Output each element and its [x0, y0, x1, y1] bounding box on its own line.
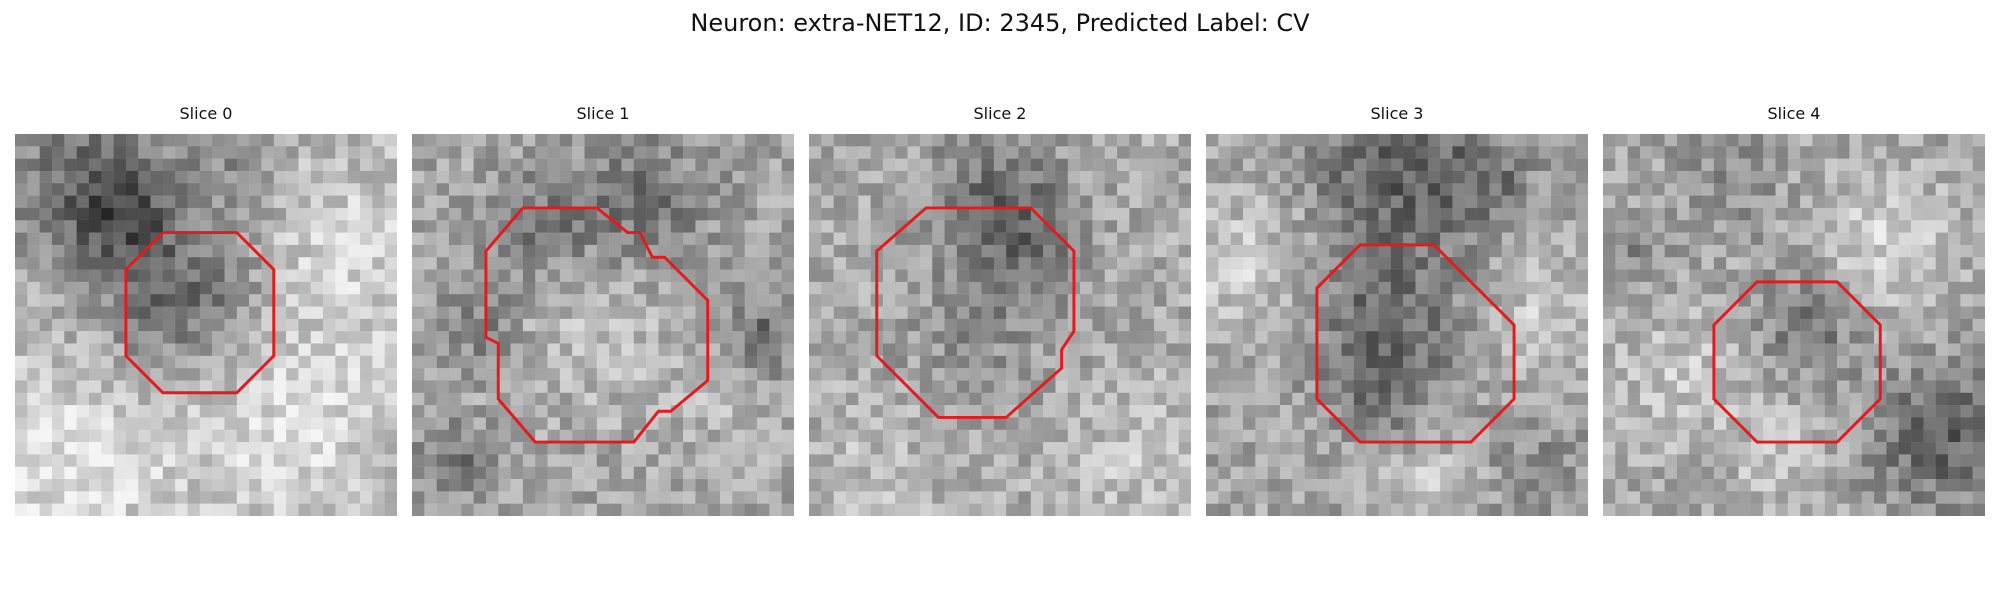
- slice-image-2: [809, 134, 1191, 516]
- slice-title-4: Slice 4: [1767, 104, 1821, 123]
- slice-title-0: Slice 0: [179, 104, 233, 123]
- slice-title-3: Slice 3: [1370, 104, 1424, 123]
- slice-title-1: Slice 1: [576, 104, 630, 123]
- slice-image-4: [1603, 134, 1985, 516]
- slice-title-2: Slice 2: [973, 104, 1027, 123]
- roi-outline-3: [1315, 243, 1516, 444]
- slice-image-0: [15, 134, 397, 516]
- slice-image-1: [412, 134, 794, 516]
- roi-outline-4: [1712, 280, 1882, 444]
- roi-outline-1: [484, 206, 710, 444]
- roi-outline-2: [875, 206, 1076, 419]
- slice-image-3: [1206, 134, 1588, 516]
- figure-title: Neuron: extra-NET12, ID: 2345, Predicted…: [690, 9, 1310, 37]
- roi-outline-0: [124, 231, 276, 395]
